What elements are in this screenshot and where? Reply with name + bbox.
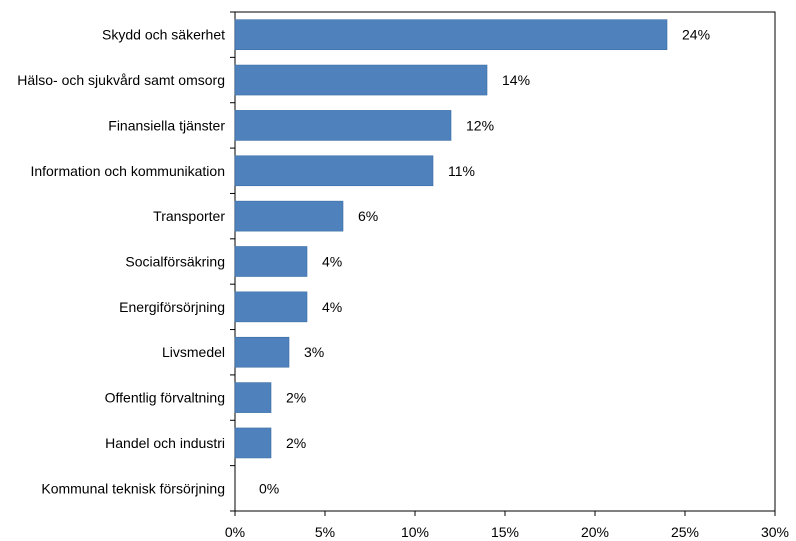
x-tick-labels: 0% 5% 10% 15% 20% 25% 30% <box>225 524 789 540</box>
data-label: 4% <box>322 299 342 315</box>
data-label: 3% <box>304 344 324 360</box>
category-label: Transporter <box>153 208 225 224</box>
category-label: Socialförsäkring <box>125 254 225 270</box>
x-tick-label: 20% <box>581 524 609 540</box>
bar <box>234 427 272 459</box>
category-label: Information och kommunikation <box>30 163 225 179</box>
category-label: Handel och industri <box>105 435 225 451</box>
data-label: 6% <box>358 208 378 224</box>
bar <box>234 155 434 187</box>
category-label: Kommunal teknisk försörjning <box>41 480 225 496</box>
bars <box>234 19 668 459</box>
data-label: 0% <box>259 480 279 496</box>
bar <box>234 110 452 141</box>
bar <box>234 336 290 368</box>
bar <box>234 19 668 50</box>
bar <box>234 246 308 277</box>
data-label: 2% <box>286 435 306 451</box>
x-tick-label: 0% <box>225 524 245 540</box>
x-tick-label: 30% <box>761 524 789 540</box>
data-label: 24% <box>682 27 710 43</box>
category-label: Offentlig förvaltning <box>105 390 225 406</box>
data-label: 4% <box>322 254 342 270</box>
category-label: Skydd och säkerhet <box>102 27 225 43</box>
category-label: Livsmedel <box>162 344 225 360</box>
data-label: 12% <box>466 117 494 133</box>
data-labels: 24% 14% 12% 11% 6% 4% 4% 3% 2% 2% 0% <box>259 27 710 497</box>
category-label: Hälso- och sjukvård samt omsorg <box>17 72 225 88</box>
bar <box>234 291 308 323</box>
bar <box>234 200 344 232</box>
data-label: 14% <box>502 72 530 88</box>
bar <box>234 64 488 96</box>
bar <box>234 382 272 413</box>
data-label: 11% <box>448 163 475 179</box>
data-label: 2% <box>286 390 306 406</box>
x-tick-label: 25% <box>671 524 699 540</box>
category-label: Finansiella tjänster <box>108 117 225 133</box>
category-labels: Skydd och säkerhet Hälso- och sjukvård sa… <box>17 27 225 497</box>
axis-ticks <box>230 11 776 516</box>
x-tick-label: 10% <box>401 524 429 540</box>
x-tick-label: 5% <box>315 524 335 540</box>
x-tick-label: 15% <box>491 524 519 540</box>
category-label: Energiförsörjning <box>119 299 225 315</box>
